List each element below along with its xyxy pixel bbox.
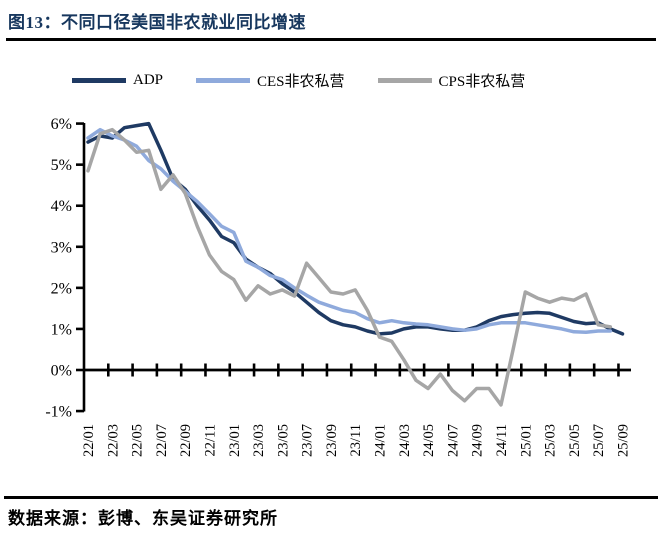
figure-title: 图13：不同口径美国非农就业同比增速 — [8, 13, 306, 32]
x-tick-label: 24/01 — [373, 424, 389, 457]
x-tick-label: 22/01 — [81, 424, 97, 457]
y-tick-label: 0% — [51, 363, 72, 380]
legend-item-cps: CPS非农私营 — [377, 70, 526, 91]
x-tick-label: 23/03 — [251, 424, 267, 457]
x-tick-label: 25/07 — [591, 424, 607, 457]
y-tick-label: 3% — [51, 239, 72, 256]
footer-divider — [4, 496, 658, 499]
y-tick-label: -1% — [45, 404, 72, 421]
x-tick-label: 22/03 — [105, 424, 121, 457]
y-tick-label: 5% — [51, 157, 72, 174]
x-tick-label: 23/11 — [348, 424, 364, 457]
x-tick-label: 25/01 — [518, 424, 534, 457]
x-tick-label: 22/09 — [178, 424, 194, 457]
data-source: 数据来源：彭博、东吴证券研究所 — [8, 509, 278, 528]
x-tick-label: 22/11 — [202, 424, 218, 457]
legend-item-adp: ADP — [72, 72, 163, 89]
y-tick-label: 1% — [51, 321, 72, 338]
legend-item-ces: CES非农私营 — [196, 70, 345, 91]
x-tick-label: 24/07 — [445, 424, 461, 457]
x-tick-label: 23/07 — [300, 424, 316, 457]
x-tick-label: 25/05 — [567, 424, 583, 457]
legend-swatch-ces — [196, 78, 251, 83]
title-divider — [6, 38, 656, 41]
y-tick-label: 2% — [51, 280, 72, 297]
legend-label-adp: ADP — [133, 72, 164, 88]
x-tick-label: 24/09 — [470, 424, 486, 457]
x-tick-label: 25/09 — [615, 424, 631, 457]
x-tick-label: 22/07 — [154, 424, 170, 457]
x-tick-label: 22/05 — [130, 424, 146, 457]
x-tick-label: 25/03 — [543, 424, 559, 457]
y-tick-label: 4% — [51, 198, 72, 215]
legend-label-ces: CES非农私营 — [257, 74, 345, 90]
x-tick-label: 24/05 — [421, 424, 437, 457]
x-tick-label: 23/09 — [324, 424, 340, 457]
series-line-cps — [86, 127, 613, 407]
x-tick-label: 24/03 — [397, 424, 413, 457]
series-line-ces — [86, 127, 613, 334]
x-tick-label: 23/01 — [227, 424, 243, 457]
legend-swatch-adp — [72, 78, 126, 83]
series-line-adp — [86, 121, 625, 336]
chart-legend: ADP CES非农私营 CPS非农私营 — [72, 70, 525, 91]
x-tick-label: 24/11 — [494, 424, 510, 457]
y-tick-label: 6% — [51, 116, 72, 133]
legend-swatch-cps — [377, 78, 432, 83]
legend-label-cps: CPS非农私营 — [438, 74, 526, 90]
x-tick-label: 23/05 — [275, 424, 291, 457]
